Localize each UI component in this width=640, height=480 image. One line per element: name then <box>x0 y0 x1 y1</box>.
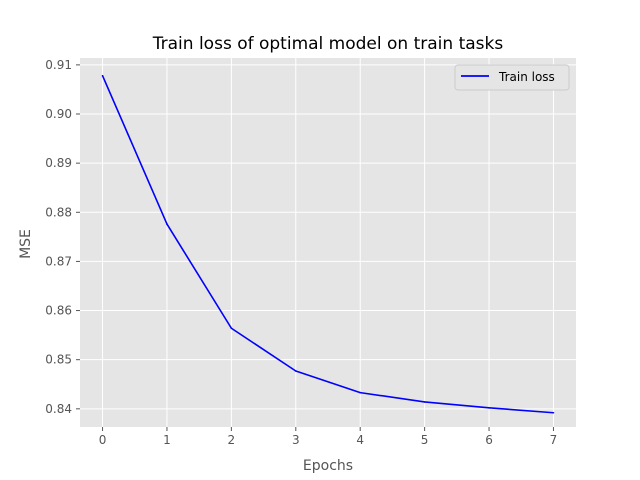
data-point <box>423 401 426 403</box>
y-tick-label: 0.85 <box>45 353 72 367</box>
x-tick-label: 6 <box>485 433 493 447</box>
data-point <box>294 370 297 372</box>
x-tick-label: 3 <box>292 433 300 447</box>
plot-area <box>80 58 576 427</box>
y-tick-label: 0.91 <box>45 58 72 72</box>
data-point <box>230 327 233 330</box>
grid-lines <box>80 58 576 427</box>
x-tick-label: 7 <box>550 433 558 447</box>
series-line-train-loss <box>101 75 554 414</box>
legend-box <box>454 64 570 91</box>
chart-title: Train loss of optimal model on train tas… <box>152 34 504 54</box>
y-tick-label: 0.88 <box>45 205 72 219</box>
data-point <box>488 407 490 409</box>
y-tick-label: 0.87 <box>45 254 72 268</box>
y-tick-label: 0.90 <box>45 107 72 121</box>
x-tick-label: 0 <box>99 433 107 447</box>
y-axis-label: MSE <box>18 229 34 259</box>
data-point <box>101 74 104 77</box>
y-tick-label: 0.89 <box>45 156 72 170</box>
x-axis-label: Epochs <box>303 458 353 474</box>
legend-label-train-loss: Train loss <box>498 70 555 84</box>
axis-ticks: 0 1 2 3 4 5 6 7 0.84 0.85 0.86 0.87 0.88 0.89 0.90 0.91 <box>45 58 557 447</box>
data-point <box>359 391 362 394</box>
data-point <box>552 411 555 414</box>
legend: Train loss <box>454 64 570 91</box>
x-tick-label: 4 <box>356 433 364 447</box>
x-tick-label: 1 <box>163 433 171 447</box>
x-tick-label: 5 <box>421 433 429 447</box>
y-tick-label: 0.84 <box>45 402 72 416</box>
x-tick-label: 2 <box>228 433 236 447</box>
data-point <box>166 223 168 225</box>
series-lines <box>101 74 555 414</box>
y-tick-label: 0.86 <box>45 304 72 318</box>
